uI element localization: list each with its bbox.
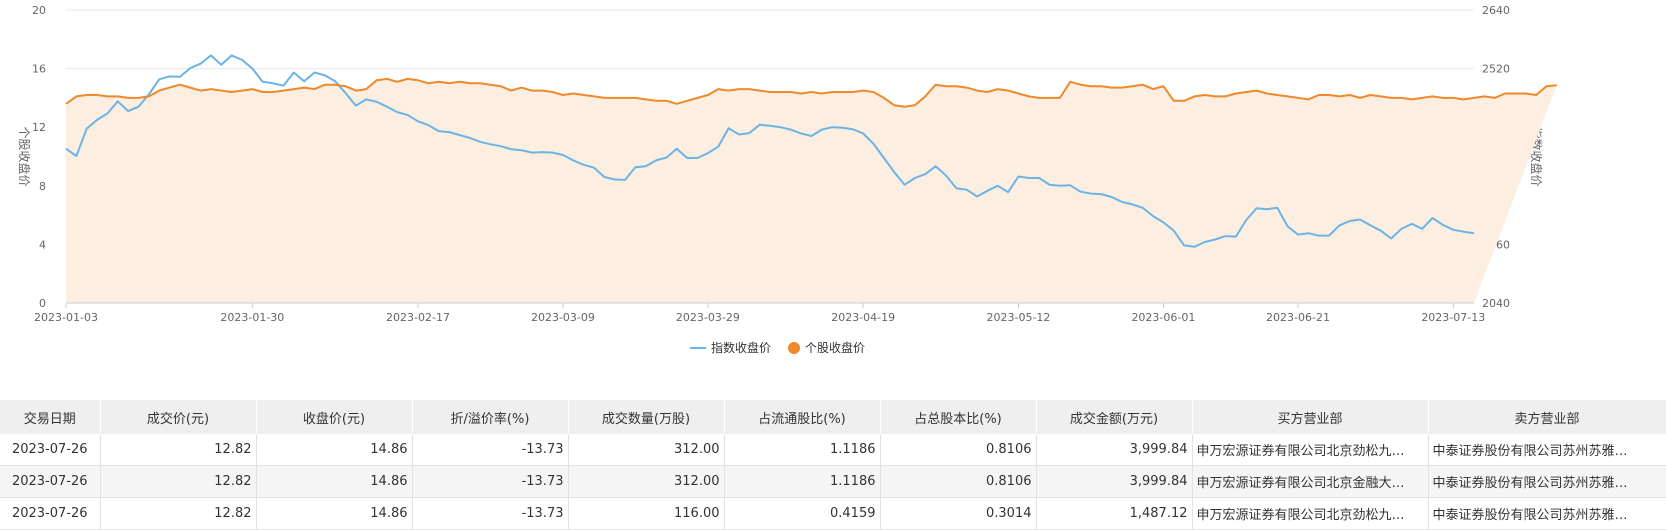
cell-seller[interactable]: 中泰证券股份有限公司苏州苏雅… bbox=[1428, 497, 1666, 530]
header-trade-date[interactable]: 交易日期 bbox=[0, 400, 101, 434]
x-tick-label: 2023-03-29 bbox=[676, 311, 740, 324]
cell-volume: 116.00 bbox=[568, 497, 725, 530]
cell-premium-rate: -13.73 bbox=[412, 434, 569, 466]
price-chart: 048121620204021602280240025202640个股收盘价指数… bbox=[17, 4, 1557, 355]
header-buyer[interactable]: 买方营业部 bbox=[1192, 400, 1429, 434]
x-tick-label: 2023-06-21 bbox=[1266, 311, 1330, 324]
cell-trade-date: 2023-07-26 bbox=[0, 497, 101, 530]
cell-trade-price: 12.82 bbox=[100, 434, 257, 466]
cell-total-share-ratio: 0.8106 bbox=[880, 465, 1037, 498]
cell-trade-date: 2023-07-26 bbox=[0, 434, 101, 466]
y-left-tick-label: 0 bbox=[39, 297, 46, 310]
index-close-line bbox=[65, 54, 1475, 248]
block-trade-table: 交易日期 成交价(元) 收盘价(元) 折/溢价率(%) 成交数量(万股) 占流通… bbox=[0, 400, 1666, 530]
cell-close-price: 14.86 bbox=[256, 434, 413, 466]
x-tick-label: 2023-06-01 bbox=[1131, 311, 1195, 324]
header-close-price[interactable]: 收盘价(元) bbox=[256, 400, 413, 434]
y-left-tick-label: 4 bbox=[39, 238, 46, 251]
stock-price-area bbox=[66, 78, 1557, 304]
y-right-tick-label: 2520 bbox=[1482, 63, 1510, 76]
header-amount[interactable]: 成交金额(万元) bbox=[1036, 400, 1193, 434]
y-left-axis-title: 个股收盘价 bbox=[17, 126, 32, 186]
legend-dot-icon bbox=[788, 342, 800, 354]
cell-trade-price: 12.82 bbox=[100, 497, 257, 530]
y-right-tick-label: 2040 bbox=[1482, 297, 1510, 310]
header-float-share-ratio[interactable]: 占流通股比(%) bbox=[724, 400, 881, 434]
cell-trade-price: 12.82 bbox=[100, 465, 257, 498]
cell-float-share-ratio: 1.1186 bbox=[724, 434, 881, 466]
header-premium-rate[interactable]: 折/溢价率(%) bbox=[412, 400, 569, 434]
y-left-tick-label: 20 bbox=[32, 4, 46, 17]
table-row: 2023-07-26 12.82 14.86 -13.73 116.00 0.4… bbox=[0, 497, 1666, 530]
cell-amount: 1,487.12 bbox=[1036, 497, 1193, 530]
header-volume[interactable]: 成交数量(万股) bbox=[568, 400, 725, 434]
chart-canvas: 048121620204021602280240025202640个股收盘价指数… bbox=[17, 4, 1557, 355]
cell-volume: 312.00 bbox=[568, 434, 725, 466]
cell-amount: 3,999.84 bbox=[1036, 465, 1193, 498]
y-right-tick-label: 2640 bbox=[1482, 4, 1510, 17]
stock-close-line bbox=[65, 77, 1557, 108]
y-left-tick-label: 12 bbox=[32, 121, 46, 134]
table-row: 2023-07-26 12.82 14.86 -13.73 312.00 1.1… bbox=[0, 434, 1666, 466]
cell-float-share-ratio: 0.4159 bbox=[724, 497, 881, 530]
cell-volume: 312.00 bbox=[568, 465, 725, 498]
cell-total-share-ratio: 0.3014 bbox=[880, 497, 1037, 530]
cell-seller[interactable]: 中泰证券股份有限公司苏州苏雅… bbox=[1428, 465, 1666, 498]
cell-total-share-ratio: 0.8106 bbox=[880, 434, 1037, 466]
cell-buyer[interactable]: 申万宏源证券有限公司北京金融大… bbox=[1192, 465, 1429, 498]
header-seller[interactable]: 卖方营业部 bbox=[1428, 400, 1666, 434]
table-row: 2023-07-26 12.82 14.86 -13.73 312.00 1.1… bbox=[0, 465, 1666, 498]
cell-premium-rate: -13.73 bbox=[412, 497, 569, 530]
x-tick-label: 2023-07-13 bbox=[1421, 311, 1485, 324]
header-total-share-ratio[interactable]: 占总股本比(%) bbox=[880, 400, 1037, 434]
cell-trade-date: 2023-07-26 bbox=[0, 465, 101, 498]
x-tick-label: 2023-04-19 bbox=[831, 311, 895, 324]
legend-label-stock: 个股收盘价 bbox=[805, 340, 865, 355]
header-trade-price[interactable]: 成交价(元) bbox=[100, 400, 257, 434]
block-trade-table-wrapper: 交易日期 成交价(元) 收盘价(元) 折/溢价率(%) 成交数量(万股) 占流通… bbox=[0, 400, 1666, 530]
x-tick-label: 2023-02-17 bbox=[386, 311, 450, 324]
cell-float-share-ratio: 1.1186 bbox=[724, 465, 881, 498]
cell-close-price: 14.86 bbox=[256, 465, 413, 498]
x-tick-label: 2023-05-12 bbox=[987, 311, 1051, 324]
cell-buyer[interactable]: 申万宏源证券有限公司北京劲松九… bbox=[1192, 434, 1429, 466]
y-left-tick-label: 8 bbox=[39, 180, 46, 193]
legend-label-index: 指数收盘价 bbox=[711, 340, 771, 355]
y-left-tick-label: 16 bbox=[32, 63, 46, 76]
cell-seller[interactable]: 中泰证券股份有限公司苏州苏雅… bbox=[1428, 434, 1666, 466]
cell-close-price: 14.86 bbox=[256, 497, 413, 530]
cell-amount: 3,999.84 bbox=[1036, 434, 1193, 466]
x-tick-label: 2023-01-30 bbox=[220, 311, 284, 324]
x-tick-label: 2023-03-09 bbox=[531, 311, 595, 324]
cell-buyer[interactable]: 申万宏源证券有限公司北京劲松九… bbox=[1192, 497, 1429, 530]
x-tick-label: 2023-01-03 bbox=[34, 311, 98, 324]
cell-premium-rate: -13.73 bbox=[412, 465, 569, 498]
table-header-row: 交易日期 成交价(元) 收盘价(元) 折/溢价率(%) 成交数量(万股) 占流通… bbox=[0, 400, 1666, 434]
